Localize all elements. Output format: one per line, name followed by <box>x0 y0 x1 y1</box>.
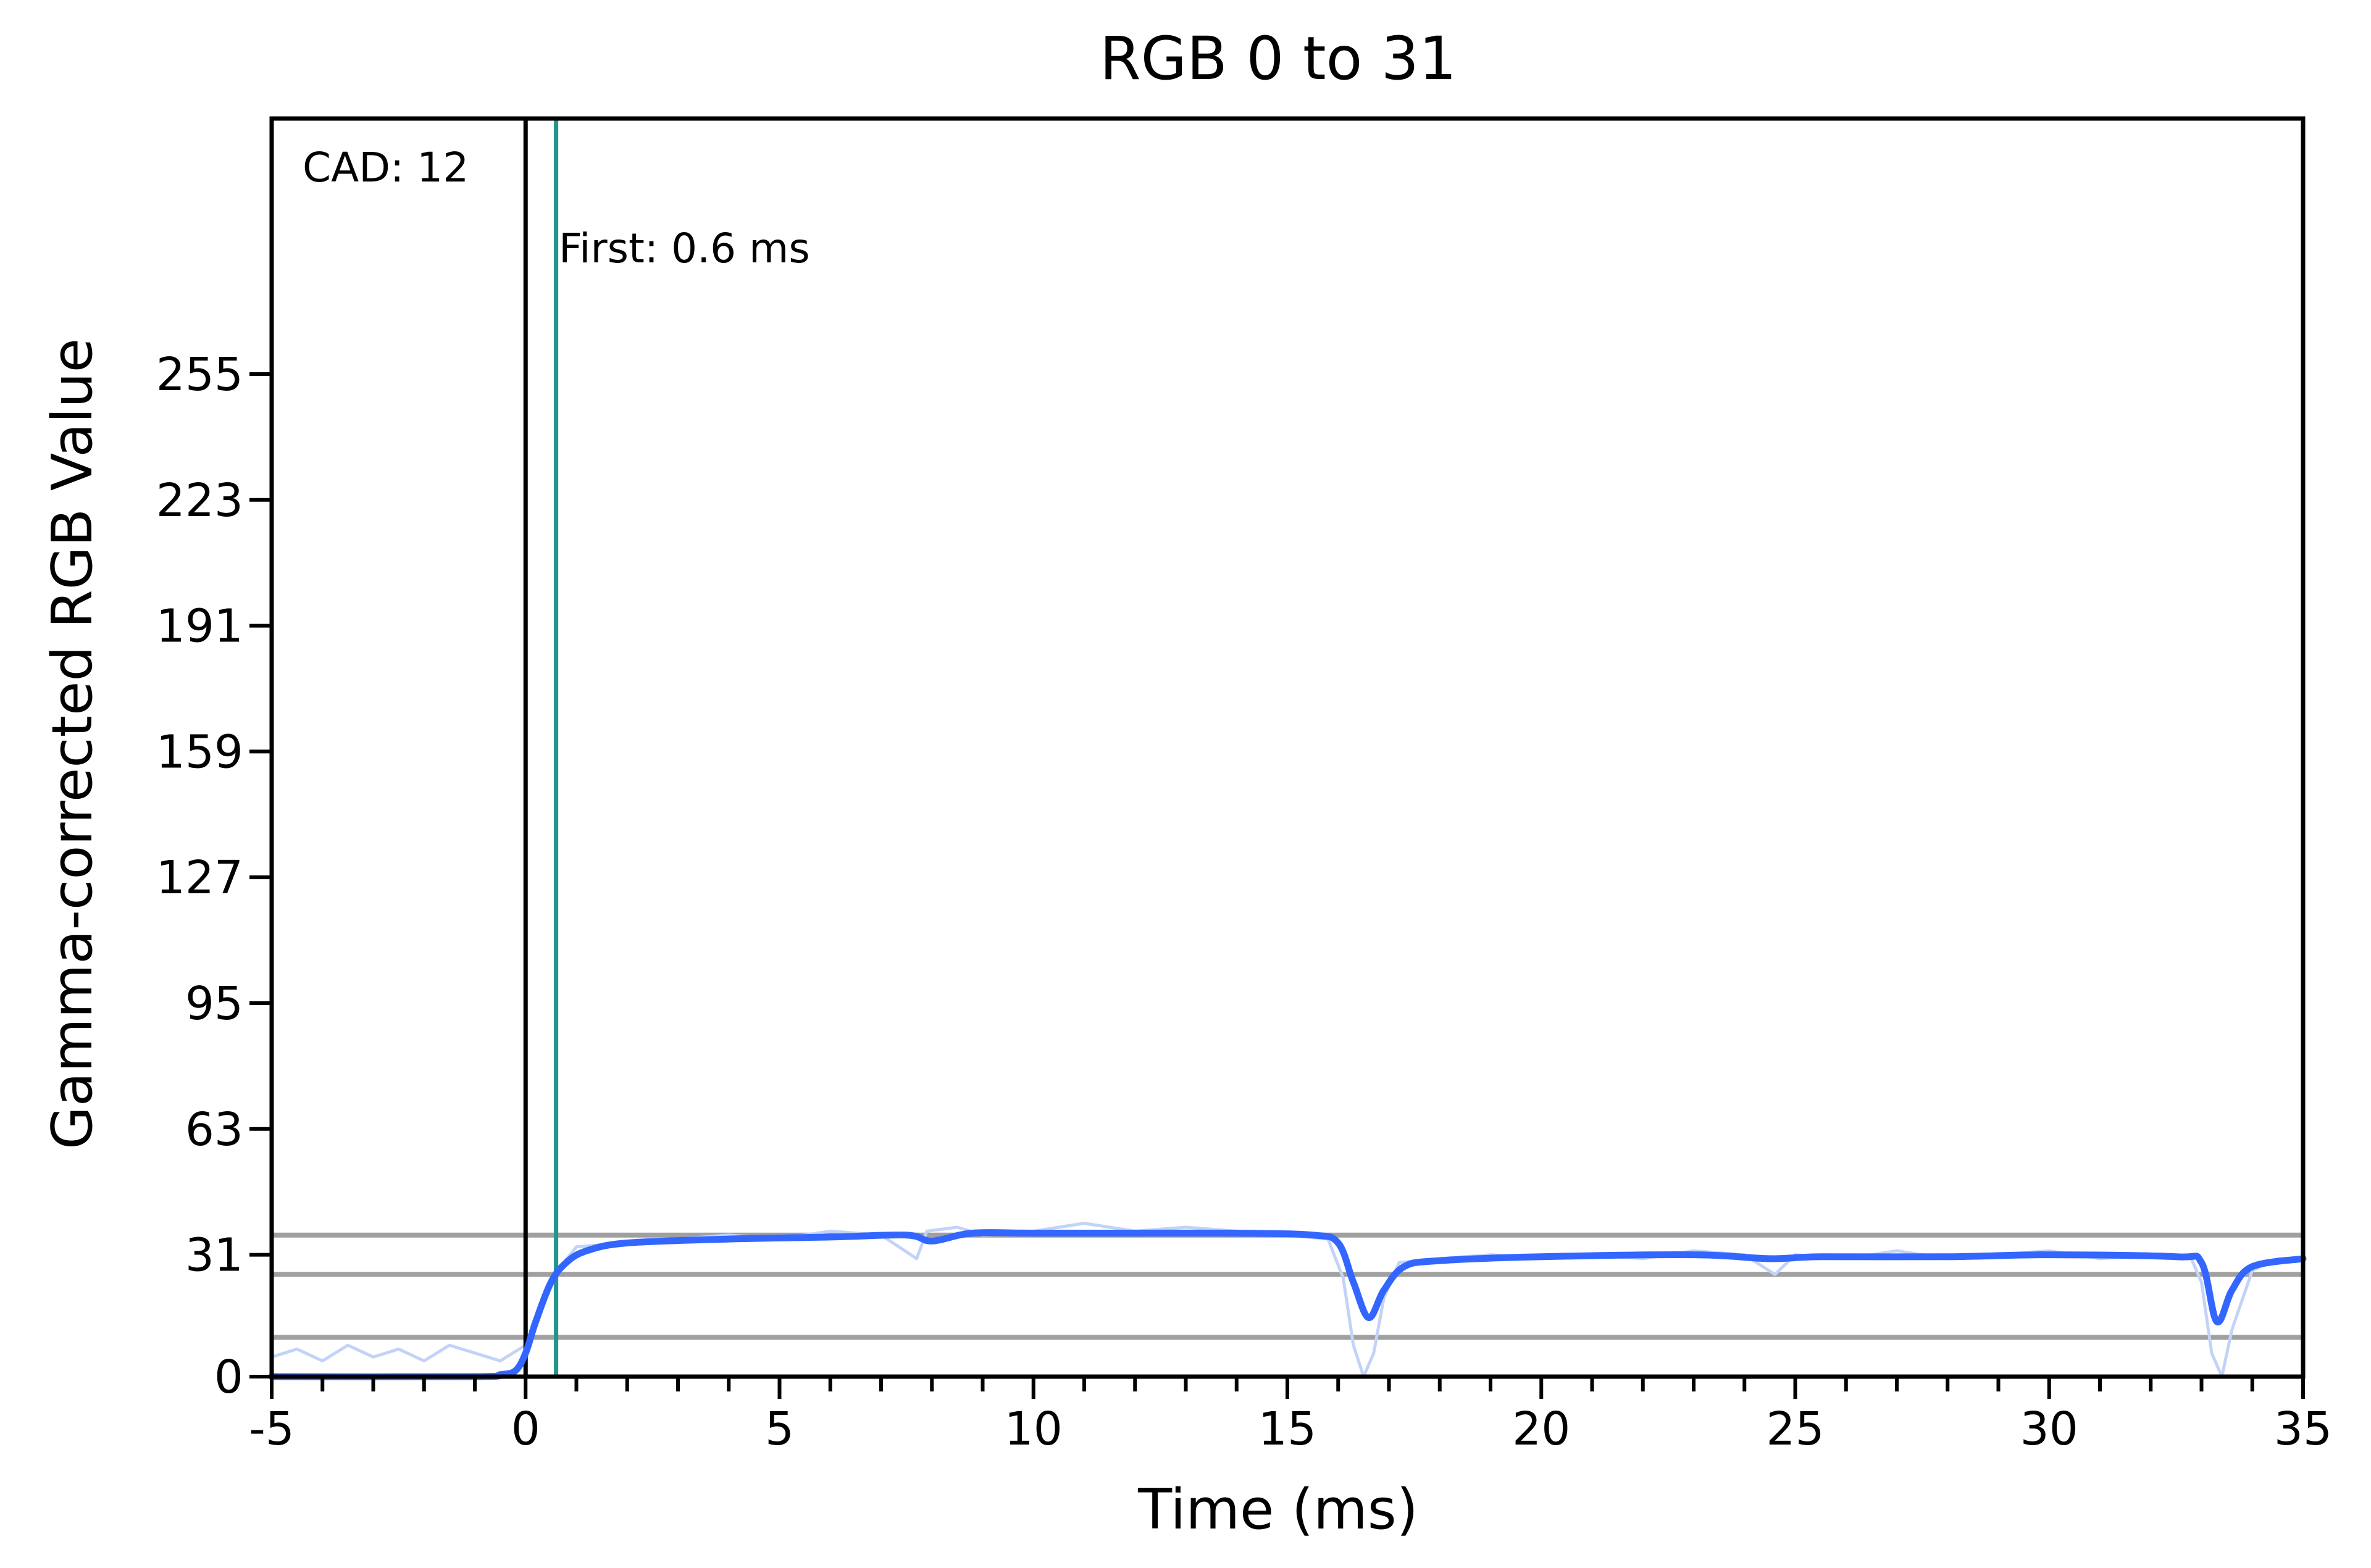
y-tick-label: 159 <box>156 725 243 778</box>
y-tick-label: 127 <box>156 851 243 904</box>
y-tick-label: 191 <box>156 600 243 653</box>
x-tick-label: 5 <box>765 1403 794 1456</box>
x-tick-label: 15 <box>1258 1403 1316 1456</box>
x-tick-label: -5 <box>249 1403 295 1456</box>
x-tick-label: 0 <box>511 1403 540 1456</box>
first-response-annotation: First: 0.6 ms <box>559 225 810 272</box>
y-tick-label: 63 <box>185 1103 243 1156</box>
x-tick-label: 10 <box>1005 1403 1063 1456</box>
x-tick-label: 20 <box>1512 1403 1570 1456</box>
y-tick-label: 31 <box>185 1229 243 1282</box>
y-tick-label: 0 <box>214 1351 243 1404</box>
y-tick-label: 255 <box>156 348 243 401</box>
y-axis-label: Gamma-corrected RGB Value <box>40 338 105 1149</box>
y-tick-label: 95 <box>185 977 243 1030</box>
x-tick-label: 30 <box>2020 1403 2078 1456</box>
x-tick-label: 25 <box>1766 1403 1824 1456</box>
x-tick-label: 35 <box>2274 1403 2332 1456</box>
smoothed-series-line <box>268 1229 2307 1380</box>
cad-annotation: CAD: 12 <box>303 144 469 191</box>
chart-title: RGB 0 to 31 <box>1100 24 1457 93</box>
x-axis-label: Time (ms) <box>1137 1477 1418 1542</box>
y-tick-label: 223 <box>156 474 243 527</box>
